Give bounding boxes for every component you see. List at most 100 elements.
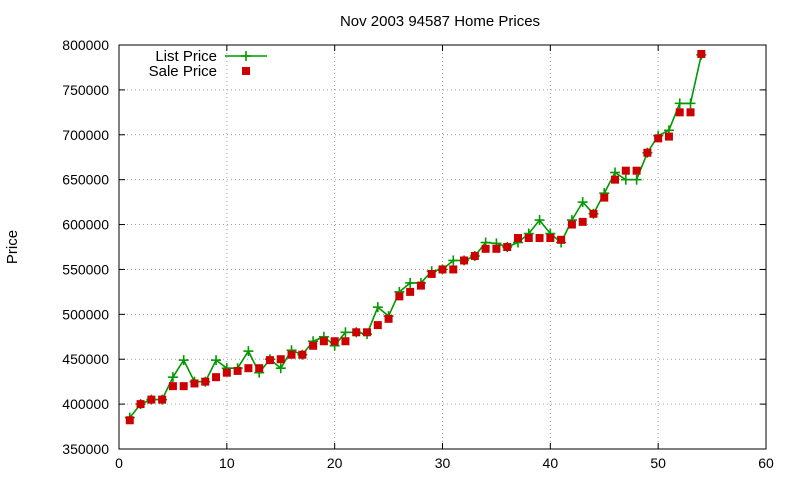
data-point-sale-price [341, 337, 350, 346]
data-point-sale-price [589, 209, 598, 218]
chart-title: Nov 2003 94587 Home Prices [340, 13, 540, 30]
data-point-sale-price [621, 166, 630, 175]
data-point-sale-price [384, 314, 393, 323]
data-point-sale-price [373, 321, 382, 330]
legend-marker-list-price [241, 51, 251, 61]
series-line-list-price [129, 54, 703, 419]
data-point-sale-price [255, 364, 264, 373]
data-point-sale-price [438, 265, 447, 274]
y-tick-label: 550000 [62, 261, 109, 277]
data-point-list-price [685, 98, 696, 109]
data-point-sale-price [319, 337, 328, 346]
data-point-sale-price [449, 265, 458, 274]
data-point-list-price [243, 346, 254, 357]
data-point-sale-price [675, 108, 684, 117]
data-point-sale-price [697, 49, 706, 58]
data-point-sale-price [222, 368, 231, 377]
data-point-sale-price [147, 395, 156, 404]
data-point-list-price [620, 174, 631, 185]
x-tick-label: 0 [115, 455, 123, 471]
x-tick-label: 50 [650, 455, 666, 471]
grid-lines [119, 45, 766, 449]
y-tick-label: 500000 [62, 306, 109, 322]
data-point-sale-price [481, 244, 490, 253]
x-tick-label: 20 [327, 455, 343, 471]
y-axis-label: Price [4, 230, 21, 264]
tick-labels: 0 10 20 30 40 50 60 350000 400000 450000 500000 550… [62, 37, 774, 471]
legend-marker-sale-price [242, 67, 250, 75]
data-point-sale-price [416, 281, 425, 290]
data-point-sale-price [632, 166, 641, 175]
data-point-list-price [631, 174, 642, 185]
data-point-sale-price [643, 148, 652, 157]
data-point-sale-price [513, 234, 522, 243]
data-point-list-price [340, 327, 351, 338]
data-point-sale-price [470, 251, 479, 260]
data-point-list-price [577, 197, 588, 208]
data-point-sale-price [686, 108, 695, 117]
data-point-sale-price [287, 350, 296, 359]
data-point-sale-price [233, 366, 242, 375]
data-point-sale-price [212, 373, 221, 382]
data-point-sale-price [557, 235, 566, 244]
data-point-sale-price [600, 193, 609, 202]
y-tick-label: 750000 [62, 82, 109, 98]
data-point-sale-price [330, 337, 339, 346]
y-tick-label: 600000 [62, 217, 109, 233]
x-tick-label: 60 [758, 455, 774, 471]
data-point-sale-price [654, 134, 663, 143]
y-tick-label: 450000 [62, 351, 109, 367]
data-point-sale-price [136, 400, 145, 409]
data-point-sale-price [578, 217, 587, 226]
legend: List Price Sale Price [149, 48, 267, 80]
data-point-sale-price [363, 328, 372, 337]
legend-label-sale-price: Sale Price [149, 63, 217, 80]
data-point-list-price [275, 363, 286, 374]
data-point-sale-price [265, 356, 274, 365]
data-point-sale-price [298, 350, 307, 359]
x-tick-label: 30 [435, 455, 451, 471]
y-tick-label: 650000 [62, 172, 109, 188]
x-tick-label: 40 [543, 455, 559, 471]
data-point-sale-price [244, 364, 253, 373]
data-point-list-price [674, 98, 685, 109]
data-point-list-price [448, 255, 459, 266]
y-tick-label: 800000 [62, 37, 109, 53]
data-point-sale-price [309, 341, 318, 350]
data-point-sale-price [460, 256, 469, 265]
data-point-sale-price [352, 328, 361, 337]
data-point-sale-price [535, 234, 544, 243]
data-point-sale-price [406, 287, 415, 296]
data-point-sale-price [546, 234, 555, 243]
data-point-sale-price [611, 175, 620, 184]
data-point-list-price [405, 277, 416, 288]
data-point-sale-price [201, 377, 210, 386]
data-series [124, 49, 707, 425]
data-point-sale-price [395, 292, 404, 301]
y-tick-label: 350000 [62, 441, 109, 457]
data-point-list-price [534, 215, 545, 226]
y-tick-label: 700000 [62, 127, 109, 143]
data-point-sale-price [524, 234, 533, 243]
series-sale-price [125, 49, 706, 425]
data-point-list-price [167, 372, 178, 383]
x-tick-label: 10 [219, 455, 235, 471]
y-tick-label: 400000 [62, 396, 109, 412]
data-point-list-price [372, 302, 383, 313]
data-point-sale-price [567, 220, 576, 229]
data-point-sale-price [158, 395, 167, 404]
data-point-sale-price [427, 269, 436, 278]
data-point-sale-price [503, 243, 512, 251]
data-point-sale-price [190, 379, 199, 388]
data-point-sale-price [168, 382, 177, 391]
data-point-list-price [211, 355, 222, 366]
legend-label-list-price: List Price [155, 48, 217, 65]
axes [118, 44, 767, 450]
data-point-sale-price [276, 355, 285, 364]
data-point-sale-price [179, 382, 188, 391]
data-point-list-price [178, 355, 189, 366]
data-point-sale-price [664, 132, 673, 141]
